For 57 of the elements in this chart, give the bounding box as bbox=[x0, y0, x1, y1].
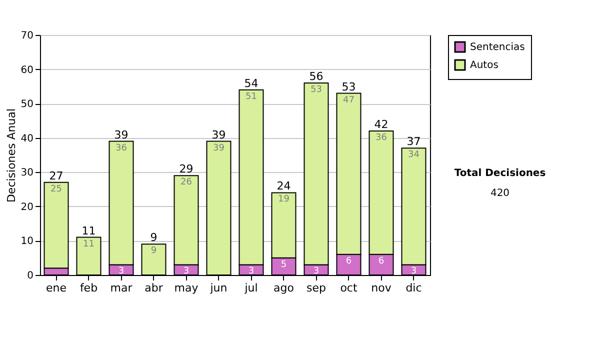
total-label: 27 bbox=[49, 169, 64, 182]
x-tick-label: nov bbox=[371, 282, 392, 294]
y-tick-label: 0 bbox=[27, 270, 34, 282]
x-tick-label: may bbox=[174, 282, 199, 294]
data-label: 6 bbox=[346, 256, 352, 266]
data-label: 39 bbox=[213, 143, 225, 154]
x-tick-label: ene bbox=[46, 282, 67, 294]
data-label: 6 bbox=[378, 256, 384, 266]
x-tick-label: ago bbox=[274, 282, 294, 294]
data-label: 26 bbox=[180, 178, 192, 188]
data-label: 3 bbox=[183, 266, 190, 277]
data-label: 3 bbox=[118, 266, 124, 277]
data-label: 9 bbox=[150, 246, 157, 256]
total-label: 29 bbox=[179, 162, 194, 176]
y-tick-label: 30 bbox=[20, 168, 34, 179]
data-label: 51 bbox=[246, 92, 257, 102]
y-tick-label: 70 bbox=[20, 30, 34, 42]
data-label: 47 bbox=[343, 95, 354, 106]
data-label: 53 bbox=[310, 85, 322, 95]
data-label: 36 bbox=[116, 143, 128, 154]
x-tick-label: sep bbox=[306, 282, 326, 294]
data-label: 19 bbox=[278, 194, 290, 205]
total-label: 39 bbox=[212, 128, 226, 142]
y-tick-label: 10 bbox=[20, 236, 34, 248]
x-tick-label: feb bbox=[80, 282, 98, 294]
x-tick-label: abr bbox=[144, 282, 164, 294]
data-label: 25 bbox=[50, 184, 62, 194]
data-label: 36 bbox=[376, 133, 388, 143]
y-tick-label: 20 bbox=[20, 202, 34, 213]
total-label: 54 bbox=[244, 76, 258, 90]
total-label: 42 bbox=[374, 118, 388, 131]
data-label: 3 bbox=[248, 266, 254, 277]
x-tick-label: oct bbox=[340, 282, 358, 294]
y-tick-label: 40 bbox=[20, 133, 34, 144]
x-tick-label: dic bbox=[406, 282, 422, 294]
y-tick-label: 60 bbox=[20, 64, 34, 76]
data-label: 5 bbox=[280, 260, 287, 270]
data-label: 3 bbox=[410, 266, 417, 277]
total-label: 9 bbox=[150, 231, 158, 244]
x-tick-label: jun bbox=[209, 282, 228, 294]
y-axis-title: Decisiones Anual bbox=[4, 108, 18, 203]
total-label: 37 bbox=[406, 135, 421, 148]
total-label: 39 bbox=[114, 128, 128, 142]
text: 420 bbox=[490, 188, 510, 199]
data-label: 34 bbox=[408, 150, 420, 160]
legend-label: Autos bbox=[470, 60, 498, 71]
text: Total Decisiones bbox=[454, 168, 546, 179]
x-tick-label: jul bbox=[244, 282, 258, 294]
data-label: 3 bbox=[313, 266, 320, 277]
legend-label: Sentencias bbox=[470, 42, 525, 53]
data-label: 11 bbox=[83, 239, 94, 250]
total-label: 56 bbox=[309, 70, 324, 83]
total-label: 11 bbox=[82, 224, 96, 238]
y-tick-label: 50 bbox=[20, 99, 34, 110]
total-label: 24 bbox=[276, 180, 291, 193]
x-tick-label: mar bbox=[110, 282, 133, 294]
total-label: 53 bbox=[342, 80, 356, 94]
